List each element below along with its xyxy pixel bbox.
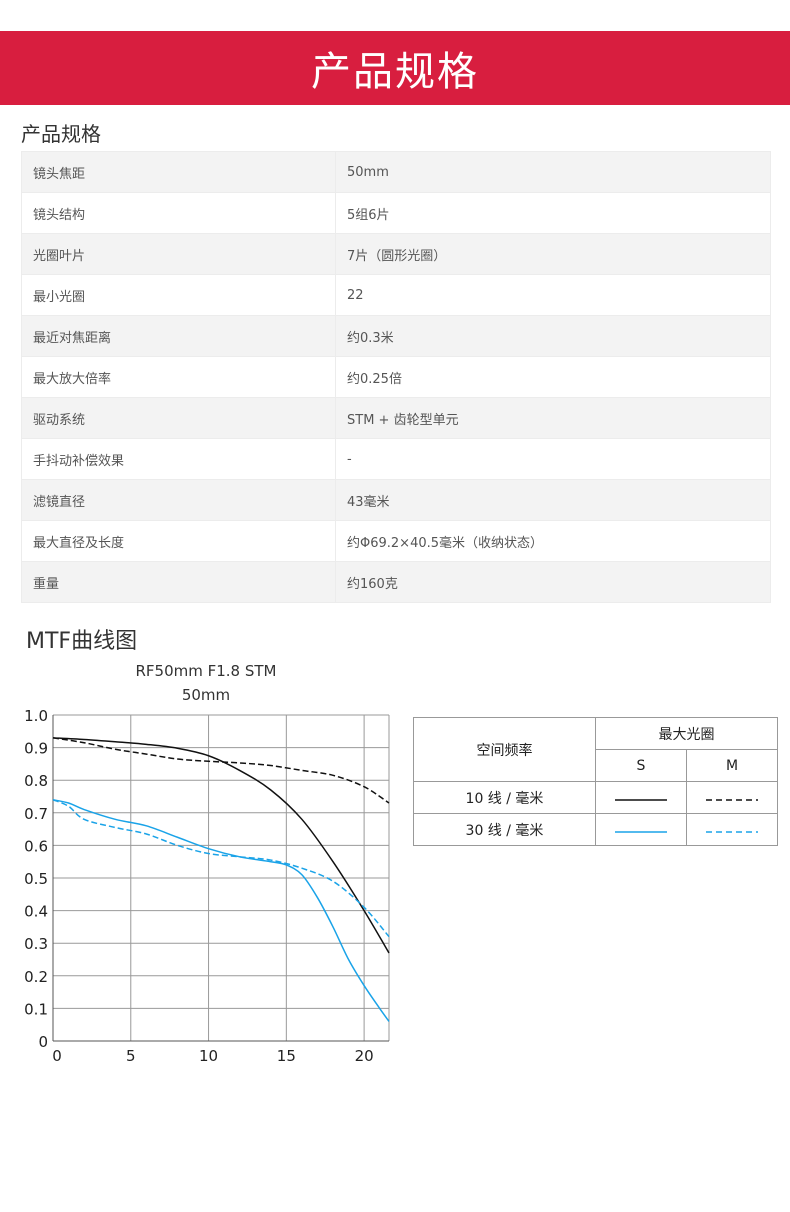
- spec-value: 约0.25倍: [335, 356, 771, 398]
- legend-aperture-header: 最大光圈: [595, 717, 778, 750]
- spec-label: 手抖动补偿效果: [21, 438, 336, 480]
- spec-value: 43毫米: [335, 479, 771, 521]
- spec-label: 最大直径及长度: [21, 520, 336, 562]
- spec-label: 最大放大倍率: [21, 356, 336, 398]
- series-line-m30: [52, 799, 390, 938]
- chart-title: RF50mm F1.8 STM: [135, 662, 277, 680]
- spec-value: 22: [335, 274, 771, 316]
- spec-row: 最大直径及长度 约Φ69.2×40.5毫米（收纳状态）: [21, 520, 771, 562]
- legend-s10-swatch: [595, 781, 687, 814]
- spec-label: 重量: [21, 561, 336, 603]
- spec-value: 50mm: [335, 151, 771, 193]
- spec-row: 光圈叶片 7片（圆形光圈）: [21, 233, 771, 275]
- spec-row: 最大放大倍率 约0.25倍: [21, 356, 771, 398]
- y-tick-label: 0.4: [24, 903, 48, 921]
- specs-title: 产品规格: [21, 122, 101, 146]
- spec-value: -: [335, 438, 771, 480]
- x-tick-label: 20: [355, 1047, 374, 1065]
- series-line-s30: [52, 799, 390, 1022]
- spec-value: 7片（圆形光圈）: [335, 233, 771, 275]
- y-tick-label: 0.1: [24, 1000, 48, 1018]
- legend-row-label: 30 线 / 毫米: [413, 813, 596, 846]
- spec-row: 最小光圈 22: [21, 274, 771, 316]
- spec-label: 最小光圈: [21, 274, 336, 316]
- legend-m-header: M: [686, 749, 778, 782]
- legend-s-header: S: [595, 749, 687, 782]
- spec-table: 镜头焦距 50mm 镜头结构 5组6片 光圈叶片 7片（圆形光圈） 最小光圈 22 最近对焦距离…: [21, 151, 771, 603]
- spec-row: 镜头焦距 50mm: [21, 151, 771, 193]
- legend-frequency-header: 空间频率: [413, 717, 596, 782]
- legend-m30-swatch: [686, 813, 778, 846]
- spec-label: 滤镜直径: [21, 479, 336, 521]
- spec-row: 滤镜直径 43毫米: [21, 479, 771, 521]
- mtf-title: MTF曲线图: [26, 629, 138, 654]
- spec-row: 最近对焦距离 约0.3米: [21, 315, 771, 357]
- page-banner: 产品规格: [0, 31, 790, 105]
- spec-row: 重量 约160克: [21, 561, 771, 603]
- legend-m10-swatch: [686, 781, 778, 814]
- y-tick-label: 0.9: [24, 740, 48, 758]
- spec-label: 驱动系统: [21, 397, 336, 439]
- y-tick-label: 0.7: [24, 805, 48, 823]
- spec-value: 约160克: [335, 561, 771, 603]
- y-tick-label: 0.3: [24, 935, 48, 953]
- x-tick-label: 10: [199, 1047, 218, 1065]
- spec-label: 镜头结构: [21, 192, 336, 234]
- spec-label: 镜头焦距: [21, 151, 336, 193]
- spec-row: 镜头结构 5组6片: [21, 192, 771, 234]
- series-line-m10: [52, 737, 390, 804]
- spec-row: 手抖动补偿效果 -: [21, 438, 771, 480]
- spec-value: 约Φ69.2×40.5毫米（收纳状态）: [335, 520, 771, 562]
- spec-label: 光圈叶片: [21, 233, 336, 275]
- mtf-chart: 0 0.1 0.2 0.3 0.4 0.5 0.6 0.7 0.8 0.9 1.0 0 5 10 15 20: [24, 707, 390, 1065]
- spec-value: 约0.3米: [335, 315, 771, 357]
- spec-row: 驱动系统 STM + 齿轮型单元: [21, 397, 771, 439]
- y-tick-label: 1.0: [24, 707, 48, 725]
- chart-legend: 空间频率 最大光圈 S M 10 线 / 毫米 30 线 / 毫米: [413, 717, 778, 846]
- spec-label: 最近对焦距离: [21, 315, 336, 357]
- y-tick-label: 0: [38, 1033, 48, 1051]
- y-tick-label: 0.6: [24, 837, 48, 855]
- legend-s30-swatch: [595, 813, 687, 846]
- chart-subtitle: 50mm: [181, 686, 231, 704]
- y-tick-label: 0.5: [24, 870, 48, 888]
- spec-value: STM + 齿轮型单元: [335, 397, 771, 439]
- x-tick-label: 0: [52, 1047, 62, 1065]
- y-tick-label: 0.8: [24, 772, 48, 790]
- x-tick-label: 5: [126, 1047, 136, 1065]
- x-tick-label: 15: [277, 1047, 296, 1065]
- y-tick-label: 0.2: [24, 968, 48, 986]
- legend-row-label: 10 线 / 毫米: [413, 781, 596, 814]
- spec-value: 5组6片: [335, 192, 771, 234]
